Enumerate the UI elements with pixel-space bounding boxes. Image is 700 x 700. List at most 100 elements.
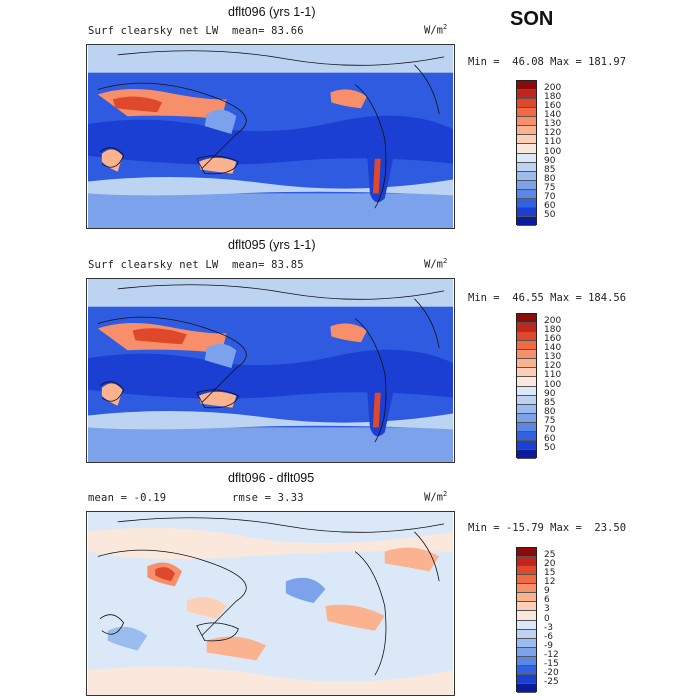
panel-1-map [86,44,455,229]
colorbar-level-label: 60 [544,433,556,444]
colorbar-swatch [517,575,536,585]
colorbar-swatch [517,557,536,567]
panel-2-colorbar-labels: 200 180 160 140 130 120 110 100 90 85 80 75 70 60 50 [544,313,584,458]
colorbar-swatch [517,108,536,118]
colorbar-swatch [517,422,536,432]
colorbar-level-label: 100 [544,146,562,157]
colorbar-level-label: -25 [544,676,559,687]
panel-2-variable: Surf clearsky net LW [88,259,219,271]
colorbar-level-label: 110 [544,137,562,148]
colorbar-level-label: 90 [544,388,556,399]
colorbar-level-label: 9 [544,586,550,597]
panel-1-mean: mean= 83.66 [232,25,304,37]
colorbar-swatch [517,341,536,351]
colorbar-level-label: 160 [544,334,562,345]
colorbar-level-label: 50 [544,442,556,453]
season-label: SON [510,8,554,30]
colorbar-swatch [517,377,536,387]
colorbar-level-label: 80 [544,406,556,417]
panel-3-rmse: rmse = 3.33 [232,492,304,504]
panel-2-units: W/m2 [424,257,448,271]
colorbar-swatch [517,413,536,423]
colorbar-swatch [517,602,536,612]
colorbar-level-label: -6 [544,631,553,642]
colorbar-swatch [517,207,536,217]
colorbar-level-label: 60 [544,200,556,211]
colorbar-level-label: 160 [544,101,562,112]
colorbar-level-label: -15 [544,658,559,669]
colorbar-level-label: 50 [544,209,556,220]
colorbar-level-label: 6 [544,595,550,606]
colorbar-swatch [517,117,536,127]
colorbar-level-label: 85 [544,397,556,408]
colorbar-level-label: 75 [544,415,556,426]
panel-2-minmax: Min = 46.55 Max = 184.56 [468,292,627,304]
panel-3-title: dflt096 - dflt095 [228,471,315,485]
colorbar-swatch [517,629,536,639]
panel-3-mean: mean = -0.19 [88,492,167,504]
colorbar-swatch [517,647,536,657]
colorbar-level-label: 120 [544,361,562,372]
panel-1-colorbar [516,80,537,226]
colorbar-level-label: 80 [544,173,556,184]
colorbar-level-label: 15 [544,568,556,579]
colorbar-swatch [517,593,536,603]
colorbar-level-label: 200 [544,316,562,327]
colorbar-level-label: 85 [544,164,556,175]
colorbar-level-label: 90 [544,155,556,166]
colorbar-swatch [517,323,536,333]
panel-2-colorbar [516,313,537,459]
colorbar-swatch [517,656,536,666]
colorbar-level-label: 200 [544,83,562,94]
panel-1-minmax: Min = 46.08 Max = 181.97 [468,56,627,68]
colorbar-swatch [517,431,536,441]
colorbar-swatch [517,368,536,378]
colorbar-swatch [517,404,536,414]
colorbar-swatch [517,665,536,675]
colorbar-level-label: 140 [544,343,562,354]
panel-3-minmax: Min = -15.79 Max = 23.50 [468,522,627,534]
panel-1-units: W/m2 [424,23,448,37]
panel-3-colorbar-labels: 25 20 15 12 9 6 3 0 -3 -6 -9 -12 -15 -20 -25 [544,547,584,692]
colorbar-swatch [517,162,536,172]
colorbar-level-label: 70 [544,424,556,435]
panel-2-mean: mean= 83.85 [232,259,304,271]
colorbar-level-label: 180 [544,92,562,103]
colorbar-level-label: 180 [544,325,562,336]
colorbar-swatch [517,674,536,684]
colorbar-level-label: 120 [544,128,562,139]
colorbar-swatch [517,180,536,190]
colorbar-swatch [517,216,536,226]
colorbar-level-label: 110 [544,370,562,381]
colorbar-swatch [517,81,536,91]
colorbar-swatch [517,144,536,154]
colorbar-swatch [517,135,536,145]
colorbar-swatch [517,566,536,576]
colorbar-level-label: 75 [544,182,556,193]
panel-3-units: W/m2 [424,490,448,504]
colorbar-swatch [517,189,536,199]
colorbar-level-label: 20 [544,559,556,570]
colorbar-swatch [517,198,536,208]
colorbar-swatch [517,99,536,109]
colorbar-swatch [517,386,536,396]
colorbar-swatch [517,449,536,459]
colorbar-swatch [517,440,536,450]
colorbar-swatch [517,548,536,558]
panel-1-title: dflt096 (yrs 1-1) [228,5,316,19]
colorbar-swatch [517,171,536,181]
colorbar-level-label: -20 [544,667,559,678]
colorbar-swatch [517,638,536,648]
colorbar-level-label: 130 [544,352,562,363]
colorbar-level-label: -3 [544,622,553,633]
colorbar-level-label: -12 [544,649,559,660]
colorbar-swatch [517,620,536,630]
colorbar-level-label: 100 [544,379,562,390]
panel-2-title: dflt095 (yrs 1-1) [228,238,316,252]
colorbar-level-label: 25 [544,550,556,561]
colorbar-level-label: 12 [544,577,556,588]
colorbar-level-label: 140 [544,110,562,121]
colorbar-level-label: 130 [544,119,562,130]
colorbar-swatch [517,350,536,360]
colorbar-level-label: 0 [544,613,550,624]
